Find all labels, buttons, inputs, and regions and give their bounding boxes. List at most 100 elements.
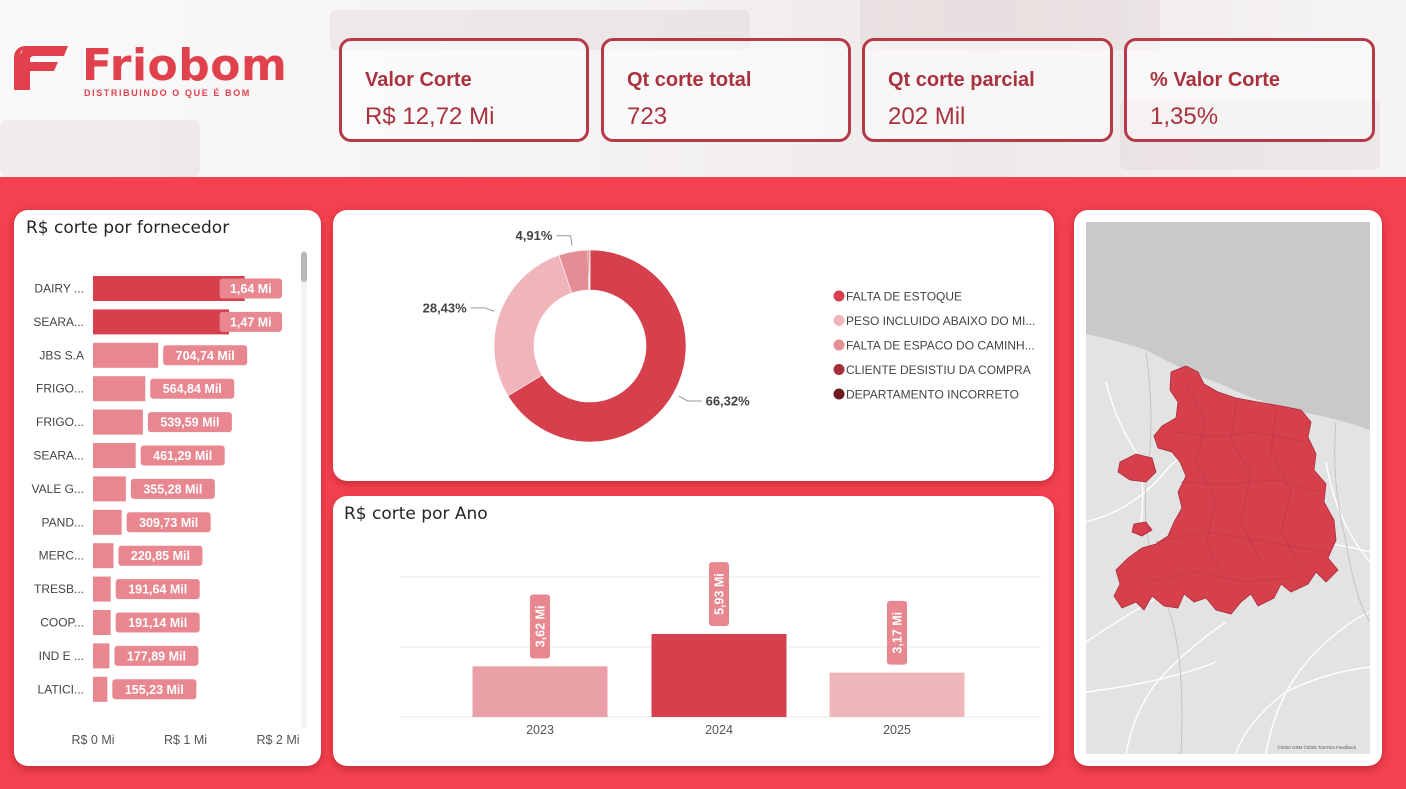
legend-marker (833, 290, 845, 302)
legend-marker (833, 388, 845, 400)
kpi-card-valor-corte[interactable]: Valor Corte R$ 12,72 Mi (339, 38, 589, 142)
year-chart-card[interactable]: R$ corte por Ano 2023 3,62 Mi 2024 5,93 Mi 2… (333, 496, 1054, 766)
supplier-bar[interactable] (93, 643, 110, 669)
brand-tagline: DISTRIBUINDO O QUE É BOM (84, 88, 251, 98)
supplier-data-label: 355,28 Mil (143, 482, 202, 496)
donut-slice[interactable] (493, 254, 573, 397)
highlighted-region[interactable] (1117, 453, 1157, 483)
supplier-data-label-bg (147, 412, 232, 433)
legend-marker (833, 364, 845, 375)
legend-item-label[interactable]: DEPARTAMENTO INCORRETO (846, 388, 1019, 402)
supplier-data-label: 461,29 Mil (153, 449, 212, 463)
supplier-chart-card[interactable]: R$ corte por fornecedor DAIRY ... 1,64 Mi… (14, 210, 321, 766)
supplier-category-label: VALE G... (32, 482, 84, 496)
year-data-label-bg (530, 594, 550, 659)
legend-marker (833, 315, 845, 326)
header-banner: Friobom DISTRIBUINDO O QUE É BOM Valor C… (0, 0, 1406, 177)
donut-slice[interactable] (588, 249, 591, 291)
brand-logo: Friobom DISTRIBUINDO O QUE É BOM (14, 40, 304, 102)
donut-chart: 66,32% 28,43% 4,91% FALTA DE ESTOQUE PESO IN… (423, 228, 1035, 443)
year-data-label-bg (709, 562, 729, 626)
supplier-bar[interactable] (93, 376, 146, 402)
year-chart-title: R$ corte por Ano (344, 504, 488, 524)
supplier-category-label: SEARA... (33, 315, 84, 329)
year-x-tick: 2023 (526, 723, 554, 737)
kpi-card-qt-corte-parcial[interactable]: Qt corte parcial 202 Mil (862, 38, 1113, 142)
supplier-bar[interactable] (93, 443, 136, 468)
year-data-label: 5,93 Mi (713, 573, 727, 615)
map-card[interactable]: ©2025 OSM ©2025 TomTom Feedback (1074, 210, 1382, 766)
supplier-category-label: TRESB... (34, 582, 84, 596)
legend-item-label[interactable]: FALTA DE ESPACO DO CAMINH... (846, 339, 1035, 353)
supplier-bar[interactable] (93, 676, 108, 702)
logo-mark-icon (14, 46, 68, 90)
supplier-bar[interactable] (93, 576, 111, 602)
kpi-card-percent-valor-corte[interactable]: % Valor Corte 1,35% (1124, 38, 1375, 142)
kpi-label: Qt corte parcial (888, 69, 1035, 91)
supplier-bar-chart: DAIRY ... 1,64 Mi SEARA... 1,47 Mi JBS S.A 70… (32, 276, 300, 747)
supplier-data-label: 564,84 Mil (163, 382, 222, 396)
supplier-bar[interactable] (93, 610, 111, 635)
supplier-data-label-bg (219, 311, 282, 332)
supplier-data-label-bg (114, 645, 199, 666)
donut-leader-line (470, 307, 495, 312)
year-x-tick: 2025 (883, 723, 911, 737)
year-x-tick: 2024 (705, 723, 733, 737)
supplier-data-label: 539,59 Mil (160, 416, 219, 430)
supplier-bar[interactable] (93, 543, 114, 569)
supplier-bar[interactable] (93, 309, 229, 335)
highlighted-region[interactable] (1131, 521, 1153, 537)
legend-item-label[interactable]: CLIENTE DESISTIU DA COMPRA (846, 363, 1031, 377)
legend-item-label[interactable]: FALTA DE ESTOQUE (846, 290, 962, 304)
supplier-category-label: IND E ... (39, 649, 84, 663)
supplier-scrollbar[interactable] (301, 250, 307, 728)
year-bar[interactable] (651, 633, 787, 717)
sea-area (1086, 222, 1370, 430)
supplier-category-label: SEARA... (33, 449, 84, 463)
supplier-category-label: LATICI... (38, 682, 84, 696)
year-data-label: 3,62 Mi (534, 606, 548, 648)
supplier-category-label: FRIGO... (36, 382, 84, 396)
supplier-bar[interactable] (93, 409, 143, 435)
donut-chart-card[interactable]: 66,32% 28,43% 4,91% FALTA DE ESTOQUE PESO IN… (333, 210, 1054, 481)
supplier-category-label: PAND... (42, 515, 84, 529)
supplier-data-label-bg (126, 512, 211, 533)
supplier-x-tick: R$ 2 Mi (256, 733, 299, 747)
supplier-data-label: 155,23 Mil (125, 683, 184, 697)
donut-leader-line (556, 235, 573, 246)
kpi-value: 202 Mil (888, 103, 966, 130)
kpi-value: 723 (627, 103, 668, 130)
donut-slice[interactable] (507, 249, 687, 443)
supplier-data-label: 220,85 Mil (131, 549, 190, 563)
supplier-bar[interactable] (93, 476, 126, 502)
legend-marker (833, 339, 845, 351)
kpi-label: Qt corte total (627, 69, 752, 91)
supplier-bar[interactable] (93, 276, 245, 301)
supplier-bar[interactable] (93, 342, 159, 368)
supplier-data-label: 191,14 Mil (128, 616, 187, 630)
region-map[interactable]: ©2025 OSM ©2025 TomTom Feedback (1086, 222, 1370, 754)
year-data-label: 3,17 Mi (891, 612, 905, 654)
highlighted-region[interactable] (1113, 365, 1339, 615)
supplier-category-label: JBS S.A (39, 348, 84, 362)
kpi-card-qt-corte-total[interactable]: Qt corte total 723 (601, 38, 851, 142)
kpi-value: R$ 12,72 Mi (365, 103, 495, 130)
supplier-data-label-bg (112, 679, 197, 700)
supplier-data-label: 309,73 Mil (139, 516, 198, 530)
supplier-data-label-bg (219, 278, 282, 299)
map-attribution: ©2025 OSM ©2025 TomTom Feedback (1277, 744, 1356, 750)
supplier-x-tick: R$ 1 Mi (164, 733, 207, 747)
supplier-data-label: 1,64 Mi (230, 282, 272, 296)
supplier-data-label: 704,74 Mil (176, 349, 235, 363)
year-bar[interactable] (829, 672, 965, 717)
supplier-x-tick: R$ 0 Mi (71, 733, 114, 747)
supplier-bar[interactable] (93, 509, 122, 535)
supplier-category-label: COOP... (40, 616, 84, 630)
year-bar[interactable] (472, 666, 608, 717)
supplier-category-label: DAIRY ... (34, 282, 84, 296)
municipality-borders (1145, 381, 1327, 583)
scrollbar-thumb[interactable] (301, 252, 307, 282)
legend-item-label[interactable]: PESO INCLUIDO ABAIXO DO MI... (846, 314, 1035, 328)
kpi-label: Valor Corte (365, 69, 472, 91)
supplier-chart-title: R$ corte por fornecedor (26, 218, 230, 238)
